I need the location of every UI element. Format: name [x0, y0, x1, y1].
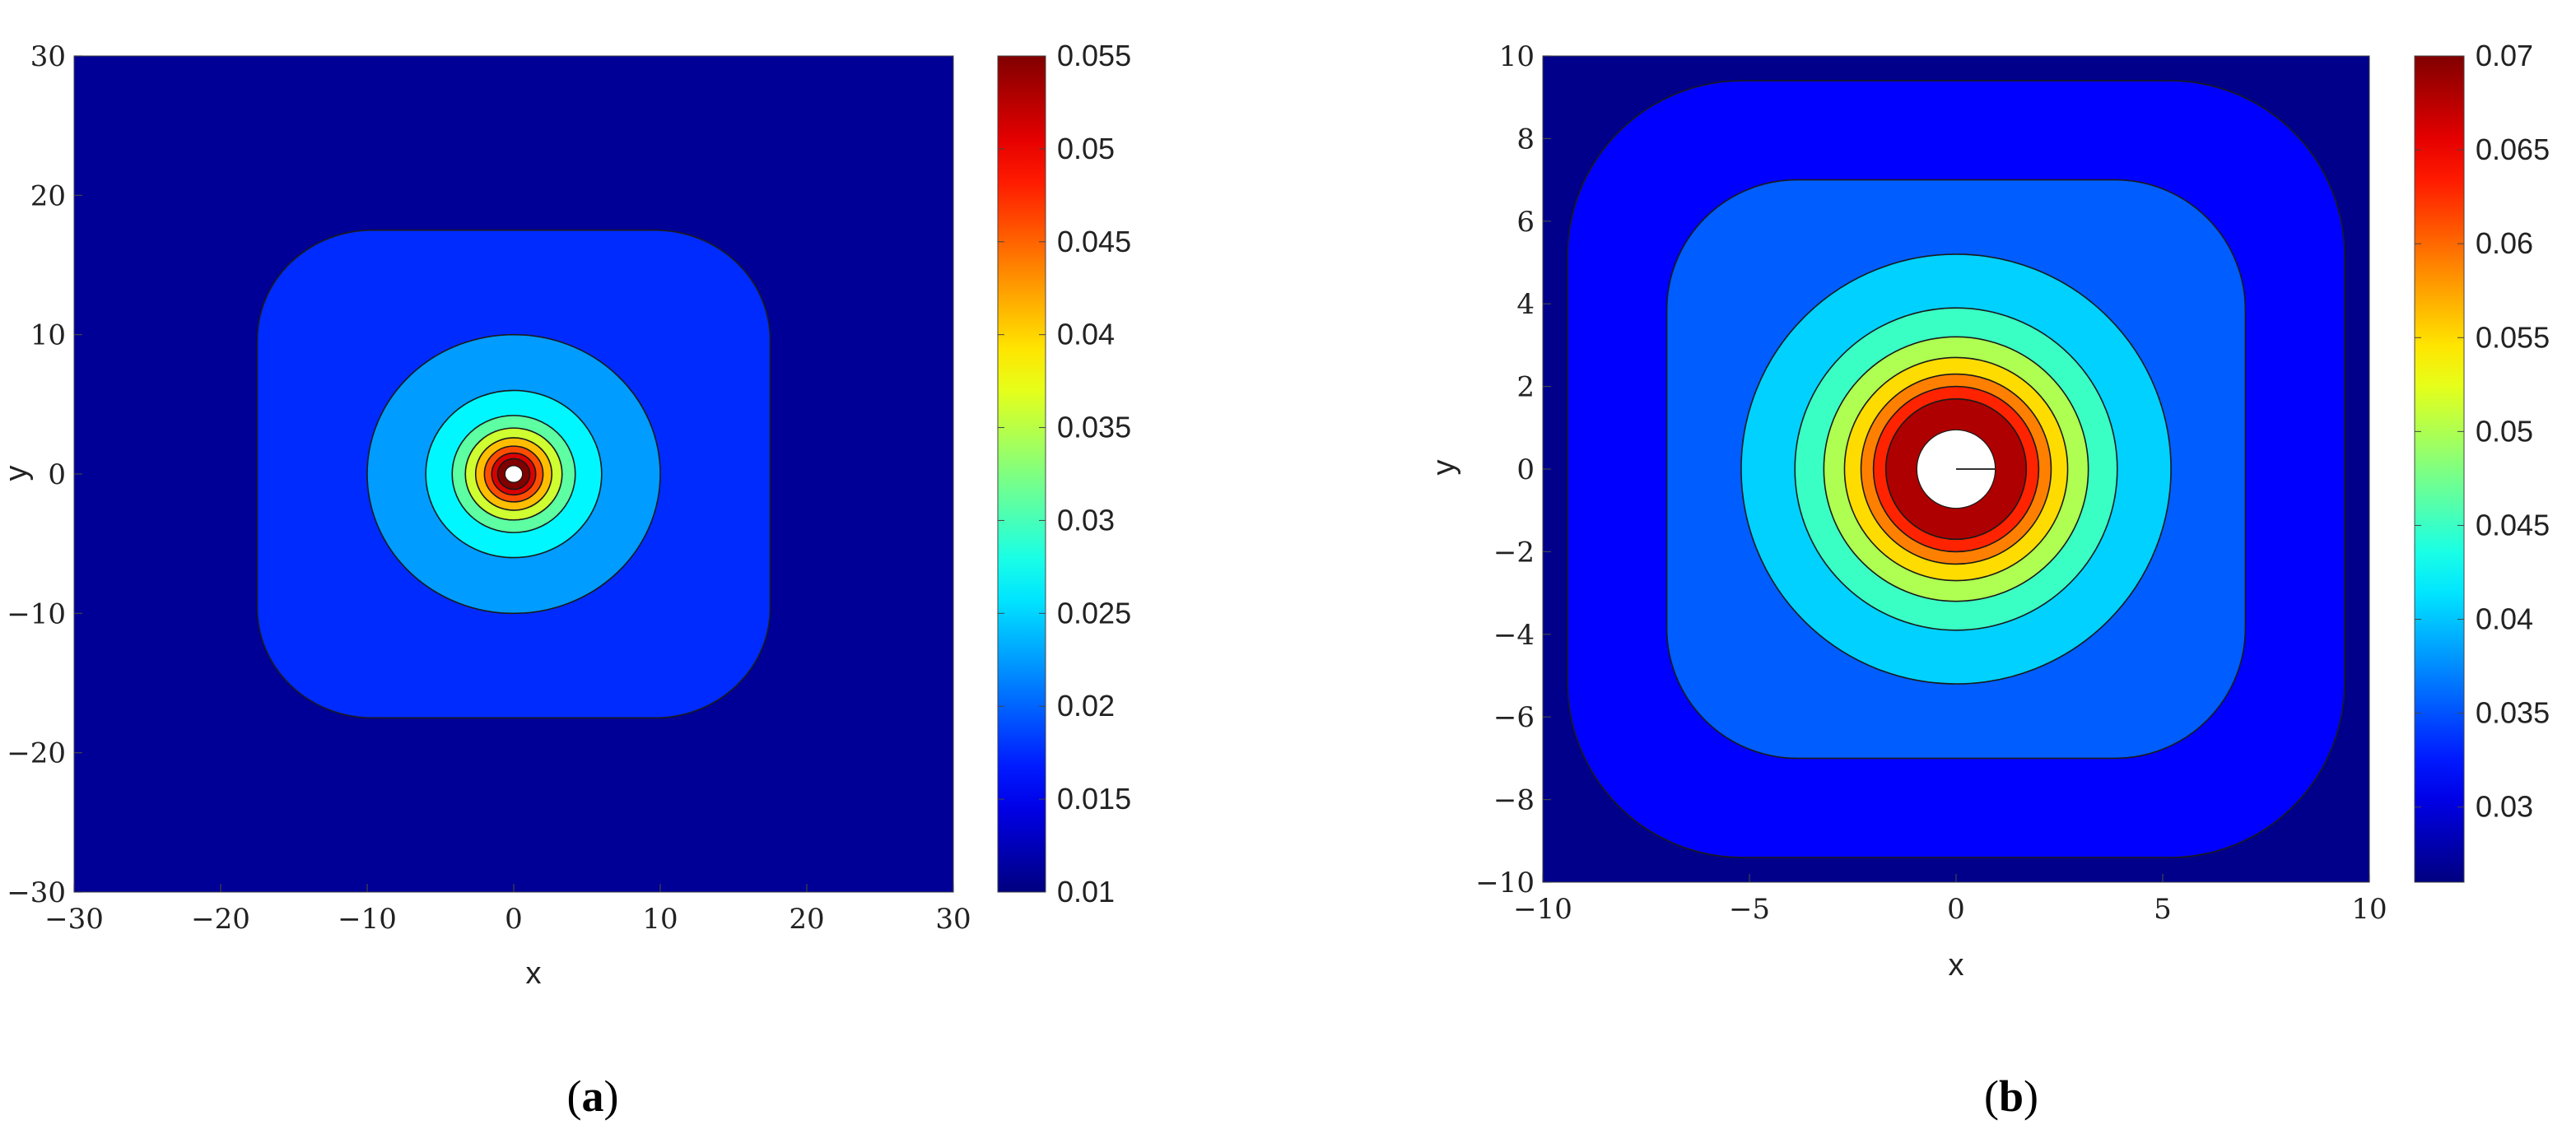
y-tick-label: 10	[30, 319, 66, 352]
colorbar	[2414, 55, 2465, 883]
colorbar-tick-label: 0.035	[2476, 696, 2550, 730]
y-tick-label: 20	[30, 179, 66, 212]
x-axis-label: x	[526, 956, 542, 991]
y-tick-label: 0	[48, 458, 66, 491]
colorbar-tick-label: 0.055	[1057, 39, 1131, 72]
colorbar-tick-label: 0.01	[1057, 875, 1115, 909]
x-tick-label: 10	[2351, 893, 2387, 926]
caption-b: (b)	[1984, 1071, 2038, 1121]
colorbar-tick-label: 0.045	[2476, 508, 2550, 541]
y-tick-label: −8	[1493, 784, 1535, 817]
y-axis-label: y	[0, 466, 34, 481]
y-tick-label: 0	[1516, 453, 1535, 486]
x-tick-label: −20	[191, 903, 250, 936]
x-tick-label: −10	[338, 903, 397, 936]
x-tick-label: −10	[1513, 893, 1572, 926]
colorbar-tick-label: 0.065	[2476, 132, 2550, 166]
x-tick-label: 0	[505, 903, 523, 936]
colorbar	[997, 55, 1046, 893]
y-tick-label: 2	[1516, 371, 1535, 404]
colorbar-tick-label: 0.04	[1057, 318, 1115, 351]
colorbar-tick-label: 0.045	[1057, 225, 1131, 258]
x-tick-label: 5	[2154, 893, 2172, 926]
y-tick-label: −10	[1475, 867, 1535, 899]
x-tick-label: 0	[1947, 893, 1965, 926]
y-tick-label: −30	[7, 876, 66, 909]
colorbar-tick-label: 0.06	[2476, 226, 2533, 260]
colorbar-tick-label: 0.03	[2476, 790, 2533, 824]
x-tick-label: 20	[789, 903, 824, 936]
caption-a: (a)	[567, 1071, 619, 1121]
x-tick-label: −30	[44, 903, 104, 936]
y-tick-label: 8	[1516, 123, 1535, 156]
hole	[504, 465, 524, 483]
y-tick-label: 30	[30, 40, 66, 73]
colorbar-tick-label: 0.025	[1057, 596, 1131, 630]
contour-field	[1543, 56, 2369, 882]
x-tick-label: −5	[1729, 893, 1770, 926]
y-tick-label: −10	[7, 597, 66, 630]
colorbar-tick-label: 0.02	[1057, 689, 1115, 723]
panel-b: −10 −5 0 5 10 −10 −8 −6 −4 −2 0 2 4 6 8 10 x y 0.03 0.035 0.…	[1427, 39, 2550, 983]
x-tick-label: 10	[642, 903, 678, 936]
panel-a: −30 −20 −10 0 10 20 30 −30 −20 −10 0 10 20 30 x y 0.01 0.…	[0, 39, 1131, 991]
colorbar-tick-label: 0.035	[1057, 411, 1131, 444]
y-axis-label: y	[1427, 460, 1461, 476]
y-tick-label: 4	[1516, 288, 1535, 321]
colorbar-tick-label: 0.03	[1057, 503, 1115, 537]
x-tick-label: 30	[935, 903, 971, 936]
colorbar-tick-label: 0.015	[1057, 782, 1131, 816]
y-tick-label: −4	[1493, 619, 1535, 652]
y-tick-label: −20	[7, 737, 66, 770]
colorbar-tick-label: 0.05	[2476, 414, 2533, 448]
colorbar-tick-label: 0.055	[2476, 320, 2550, 354]
colorbar-tick-label: 0.05	[1057, 132, 1115, 165]
y-tick-label: −6	[1493, 701, 1535, 734]
colorbar-tick-label: 0.07	[2476, 39, 2533, 72]
x-axis-label: x	[1949, 948, 1964, 983]
contour-field	[74, 56, 953, 892]
y-tick-label: 10	[1499, 40, 1535, 73]
y-tick-label: −2	[1493, 536, 1535, 569]
y-tick-label: 6	[1516, 206, 1535, 239]
colorbar-tick-label: 0.04	[2476, 602, 2533, 636]
